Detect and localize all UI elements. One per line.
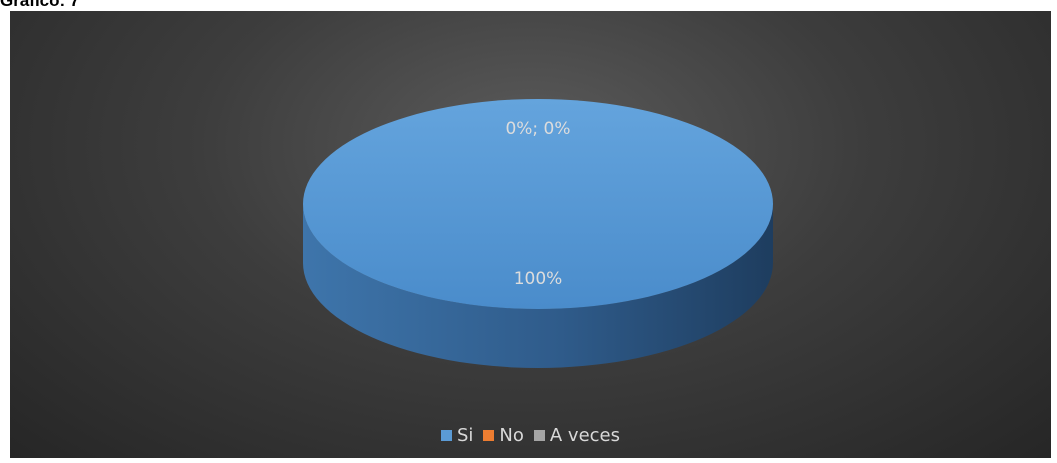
legend-swatch-si [440,429,452,441]
legend-label-a-veces: A veces [549,424,621,446]
pie-slice-si [303,99,773,309]
chart-heading: Gráfico: 7 [0,0,80,10]
legend-swatch-no [483,429,495,441]
legend-item-si: Si [440,424,474,446]
chart-area: 0%; 0% 100% Si No A veces [10,11,1051,458]
legend-item-no: No [483,424,524,446]
legend-item-a-veces: A veces [533,424,621,446]
pie-chart: 0%; 0% 100% [303,99,773,368]
chart-legend: Si No A veces [10,422,1051,448]
legend-label-si: Si [456,424,474,446]
data-label-zero: 0%; 0% [505,119,570,139]
legend-swatch-a-veces [533,429,545,441]
pie-slice-si-side [303,204,773,368]
data-label-si: 100% [514,269,563,289]
legend-label-no: No [499,424,524,446]
